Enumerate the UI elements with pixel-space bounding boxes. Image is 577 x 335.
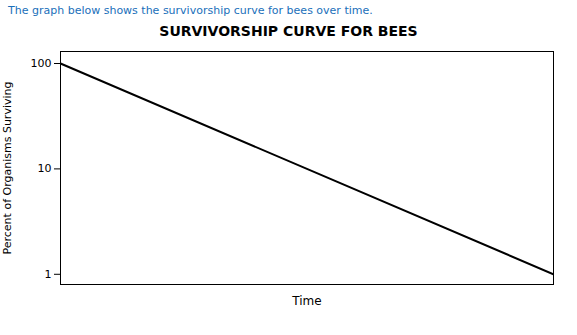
svg-text:Time: Time — [291, 294, 321, 308]
html-text:The graph below shows the surv: The graph below shows the survivorship c… — [8, 4, 373, 17]
svg-text:1: 1 — [45, 268, 52, 281]
html-text:SURVIVORSHIP CURVE FOR BEES: SURVIVORSHIP CURVE FOR BEES — [159, 23, 418, 39]
svg-text:100: 100 — [31, 57, 52, 70]
svg-text:Percent of Organisms Surviving: Percent of Organisms Surviving — [1, 82, 14, 255]
svg-text:10: 10 — [38, 162, 52, 175]
